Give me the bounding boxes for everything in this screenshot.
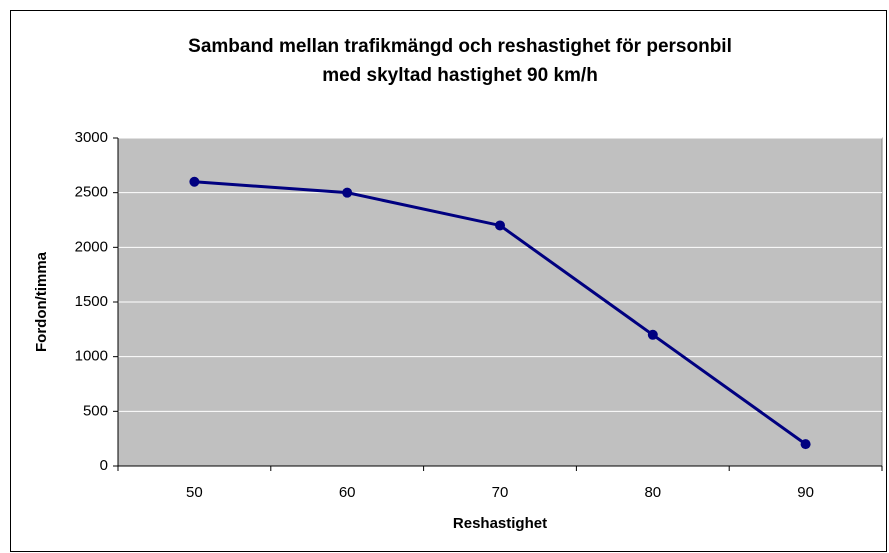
- y-tick-label: 0: [100, 457, 108, 474]
- y-tick-label: 2500: [75, 184, 108, 201]
- x-tick-label: 70: [492, 484, 509, 501]
- x-axis-label: Reshastighet: [453, 515, 547, 532]
- x-tick-label: 90: [797, 484, 814, 501]
- y-tick-label: 1500: [75, 293, 108, 310]
- chart-title: med skyltad hastighet 90 km/h: [322, 65, 598, 86]
- x-tick-label: 80: [644, 484, 661, 501]
- y-axis-label: Fordon/timma: [33, 251, 50, 352]
- marker: [647, 329, 658, 340]
- marker: [495, 220, 505, 231]
- chart-title: Samband mellan trafikmängd och reshastig…: [188, 36, 732, 57]
- marker: [800, 439, 811, 450]
- y-tick-label: 3000: [75, 129, 108, 146]
- y-tick-label: 1000: [75, 348, 108, 365]
- y-tick-label: 2000: [75, 238, 108, 255]
- marker: [342, 187, 353, 198]
- x-tick-label: 50: [186, 484, 203, 501]
- marker: [189, 176, 200, 187]
- y-tick-label: 500: [83, 402, 108, 419]
- x-tick-label: 60: [339, 484, 356, 501]
